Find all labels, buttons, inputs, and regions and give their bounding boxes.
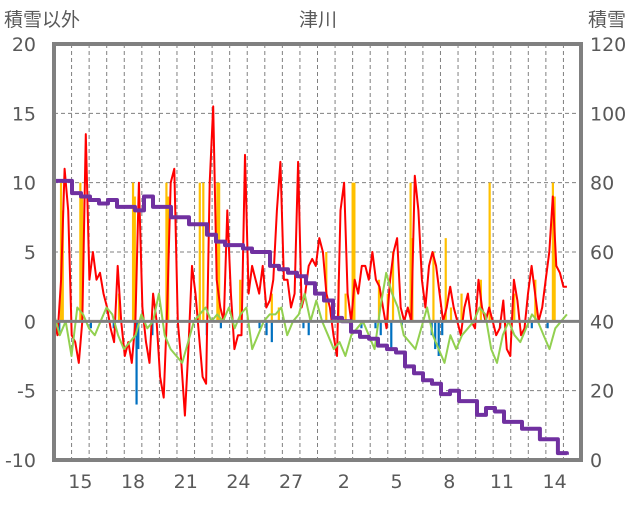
yellow-bar xyxy=(353,182,356,322)
yellow-bar xyxy=(460,293,463,322)
blue-bar xyxy=(530,321,533,329)
x-tick-label: 14 xyxy=(543,471,567,493)
blue-bar xyxy=(374,321,377,329)
right-tick-label: 120 xyxy=(590,34,626,56)
yellow-bar xyxy=(239,279,242,322)
blue-bar xyxy=(258,321,261,329)
left-tick-label: 20 xyxy=(12,34,36,56)
yellow-bar xyxy=(79,182,82,322)
yellow-bar xyxy=(553,196,556,322)
blue-bar xyxy=(390,321,393,350)
right-tick-label: 100 xyxy=(590,103,626,125)
right-tick-label: 0 xyxy=(590,450,602,472)
right-tick-label: 40 xyxy=(590,311,614,333)
yellow-bar xyxy=(133,196,136,322)
blue-bar xyxy=(360,321,363,329)
blue-bar xyxy=(307,321,310,336)
left-tick-label: 0 xyxy=(24,311,36,333)
yellow-bar xyxy=(391,252,395,322)
yellow-bar xyxy=(131,182,135,322)
yellow-bar xyxy=(198,182,201,322)
yellow-bar xyxy=(444,238,447,322)
red-series-line xyxy=(53,105,567,417)
yellow-bar xyxy=(218,182,221,322)
blue-bar xyxy=(219,321,222,329)
left-tick-label: -10 xyxy=(5,450,36,472)
left-tick-label: 5 xyxy=(24,242,36,264)
blue-bar xyxy=(89,321,92,329)
blue-bar xyxy=(379,321,382,336)
purple-series-line xyxy=(54,178,569,456)
x-tick-label: 11 xyxy=(490,471,514,493)
right-tick-label: 60 xyxy=(590,242,614,264)
yellow-bar xyxy=(202,182,205,322)
yellow-bar xyxy=(165,182,168,322)
yellow-bar xyxy=(449,307,453,322)
left-tick-label: -5 xyxy=(17,381,36,403)
blue-bar xyxy=(437,321,440,356)
blue-bar xyxy=(302,321,305,329)
blue-bar xyxy=(137,321,140,350)
right-axis-label: 積雪 xyxy=(588,9,626,31)
blue-bar xyxy=(270,321,273,343)
yellow-bar xyxy=(61,210,64,322)
blue-bar xyxy=(441,321,444,336)
yellow-bar xyxy=(432,252,435,322)
blue-bar xyxy=(58,321,61,336)
yellow-bar xyxy=(216,182,219,322)
yellow-bar xyxy=(377,279,381,322)
blue-bar xyxy=(112,321,115,329)
x-tick-label: 27 xyxy=(279,471,303,493)
plot-frame xyxy=(52,42,583,462)
yellow-bar xyxy=(117,293,121,322)
x-tick-label: 21 xyxy=(174,471,198,493)
yellow-bar xyxy=(551,182,554,322)
blue-bar xyxy=(434,321,437,350)
yellow-bar xyxy=(277,307,280,322)
yellow-bar xyxy=(409,182,412,322)
left-tick-label: 15 xyxy=(12,103,36,125)
yellow-bar xyxy=(270,293,273,322)
x-tick-label: 24 xyxy=(226,471,250,493)
yellow-bar xyxy=(513,293,516,322)
blue-bar xyxy=(265,321,268,336)
left-tick-label: 10 xyxy=(12,173,36,195)
left-axis-label: 積雪以外 xyxy=(4,9,80,31)
blue-bar xyxy=(546,321,549,329)
chart-title: 津川 xyxy=(299,9,337,31)
yellow-bar xyxy=(81,196,84,322)
x-tick-label: 15 xyxy=(68,471,92,493)
x-tick-label: 5 xyxy=(391,471,403,493)
yellow-bar xyxy=(351,182,354,322)
right-tick-label: 20 xyxy=(590,381,614,403)
yellow-bar xyxy=(488,182,491,322)
x-tick-label: 18 xyxy=(121,471,145,493)
blue-bar xyxy=(151,321,154,336)
blue-bar xyxy=(135,321,138,405)
yellow-bar xyxy=(344,293,347,322)
x-tick-label: 8 xyxy=(443,471,455,493)
right-tick-label: 80 xyxy=(590,173,614,195)
x-tick-label: 2 xyxy=(338,471,350,493)
